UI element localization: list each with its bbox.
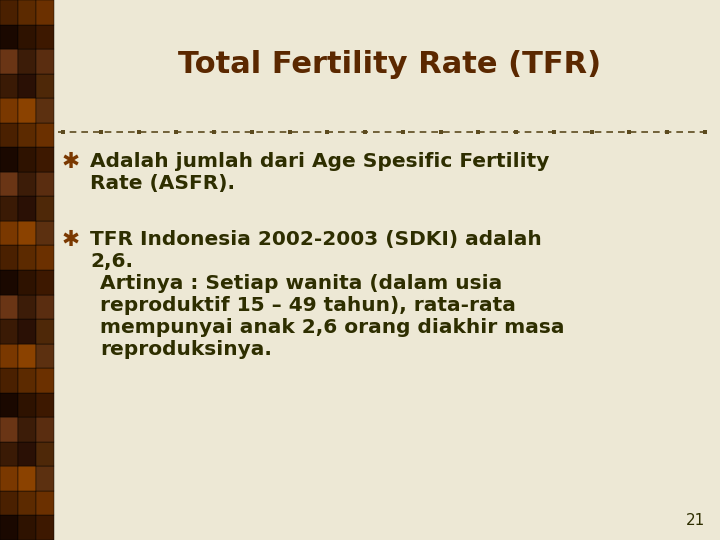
Bar [36, 49, 54, 73]
Text: 2,6.: 2,6. [90, 252, 133, 271]
Bar [18, 49, 36, 73]
Bar [18, 197, 36, 221]
Bar [18, 417, 36, 442]
Bar [18, 172, 36, 197]
Bar [0, 270, 18, 294]
Bar [18, 221, 36, 246]
Bar [18, 24, 36, 49]
Bar [18, 147, 36, 172]
Bar [18, 442, 36, 467]
Bar [18, 393, 36, 417]
Bar [36, 98, 54, 123]
Bar [0, 343, 18, 368]
Bar [36, 294, 54, 319]
Bar [0, 491, 18, 516]
Bar [36, 319, 54, 343]
Bar [0, 172, 18, 197]
Bar [36, 0, 54, 24]
Bar [18, 319, 36, 343]
Bar [0, 98, 18, 123]
Bar [18, 246, 36, 270]
Bar [36, 123, 54, 147]
Text: reproduktif 15 – 49 tahun), rata-rata: reproduktif 15 – 49 tahun), rata-rata [100, 296, 516, 315]
Bar [0, 319, 18, 343]
Bar [18, 73, 36, 98]
Bar [36, 417, 54, 442]
Bar [0, 467, 18, 491]
Bar [18, 0, 36, 24]
Bar [18, 467, 36, 491]
Bar [18, 491, 36, 516]
Bar [36, 147, 54, 172]
Text: mempunyai anak 2,6 orang diakhir masa: mempunyai anak 2,6 orang diakhir masa [100, 318, 564, 337]
Bar [0, 516, 18, 540]
Bar [36, 516, 54, 540]
Bar [18, 343, 36, 368]
Bar [0, 294, 18, 319]
Text: Total Fertility Rate (TFR): Total Fertility Rate (TFR) [179, 50, 602, 79]
Bar [0, 246, 18, 270]
Bar [0, 417, 18, 442]
Bar [0, 368, 18, 393]
Bar [18, 516, 36, 540]
Text: ✱: ✱ [62, 152, 80, 172]
Bar [0, 221, 18, 246]
Bar [36, 442, 54, 467]
Bar [36, 343, 54, 368]
Text: Artinya : Setiap wanita (dalam usia: Artinya : Setiap wanita (dalam usia [100, 274, 503, 293]
Bar [36, 221, 54, 246]
Bar [36, 24, 54, 49]
Bar [18, 368, 36, 393]
Bar [0, 442, 18, 467]
Bar [0, 24, 18, 49]
Bar [18, 294, 36, 319]
Bar [0, 147, 18, 172]
Bar [0, 393, 18, 417]
Text: reproduksinya.: reproduksinya. [100, 340, 272, 359]
Bar [18, 98, 36, 123]
Bar [0, 73, 18, 98]
Bar [36, 172, 54, 197]
Bar [0, 49, 18, 73]
Bar [0, 0, 18, 24]
Bar [0, 197, 18, 221]
Bar [36, 73, 54, 98]
Bar [0, 123, 18, 147]
Bar [36, 246, 54, 270]
Text: 21: 21 [685, 513, 705, 528]
Text: Rate (ASFR).: Rate (ASFR). [90, 174, 235, 193]
Bar [36, 393, 54, 417]
Bar [36, 491, 54, 516]
Text: ✱: ✱ [62, 230, 80, 250]
Bar [36, 467, 54, 491]
Bar [18, 123, 36, 147]
Text: Adalah jumlah dari Age Spesific Fertility: Adalah jumlah dari Age Spesific Fertilit… [90, 152, 549, 171]
Bar [36, 270, 54, 294]
Bar [36, 197, 54, 221]
Bar [18, 270, 36, 294]
Bar [36, 368, 54, 393]
Text: TFR Indonesia 2002-2003 (SDKI) adalah: TFR Indonesia 2002-2003 (SDKI) adalah [90, 230, 541, 249]
